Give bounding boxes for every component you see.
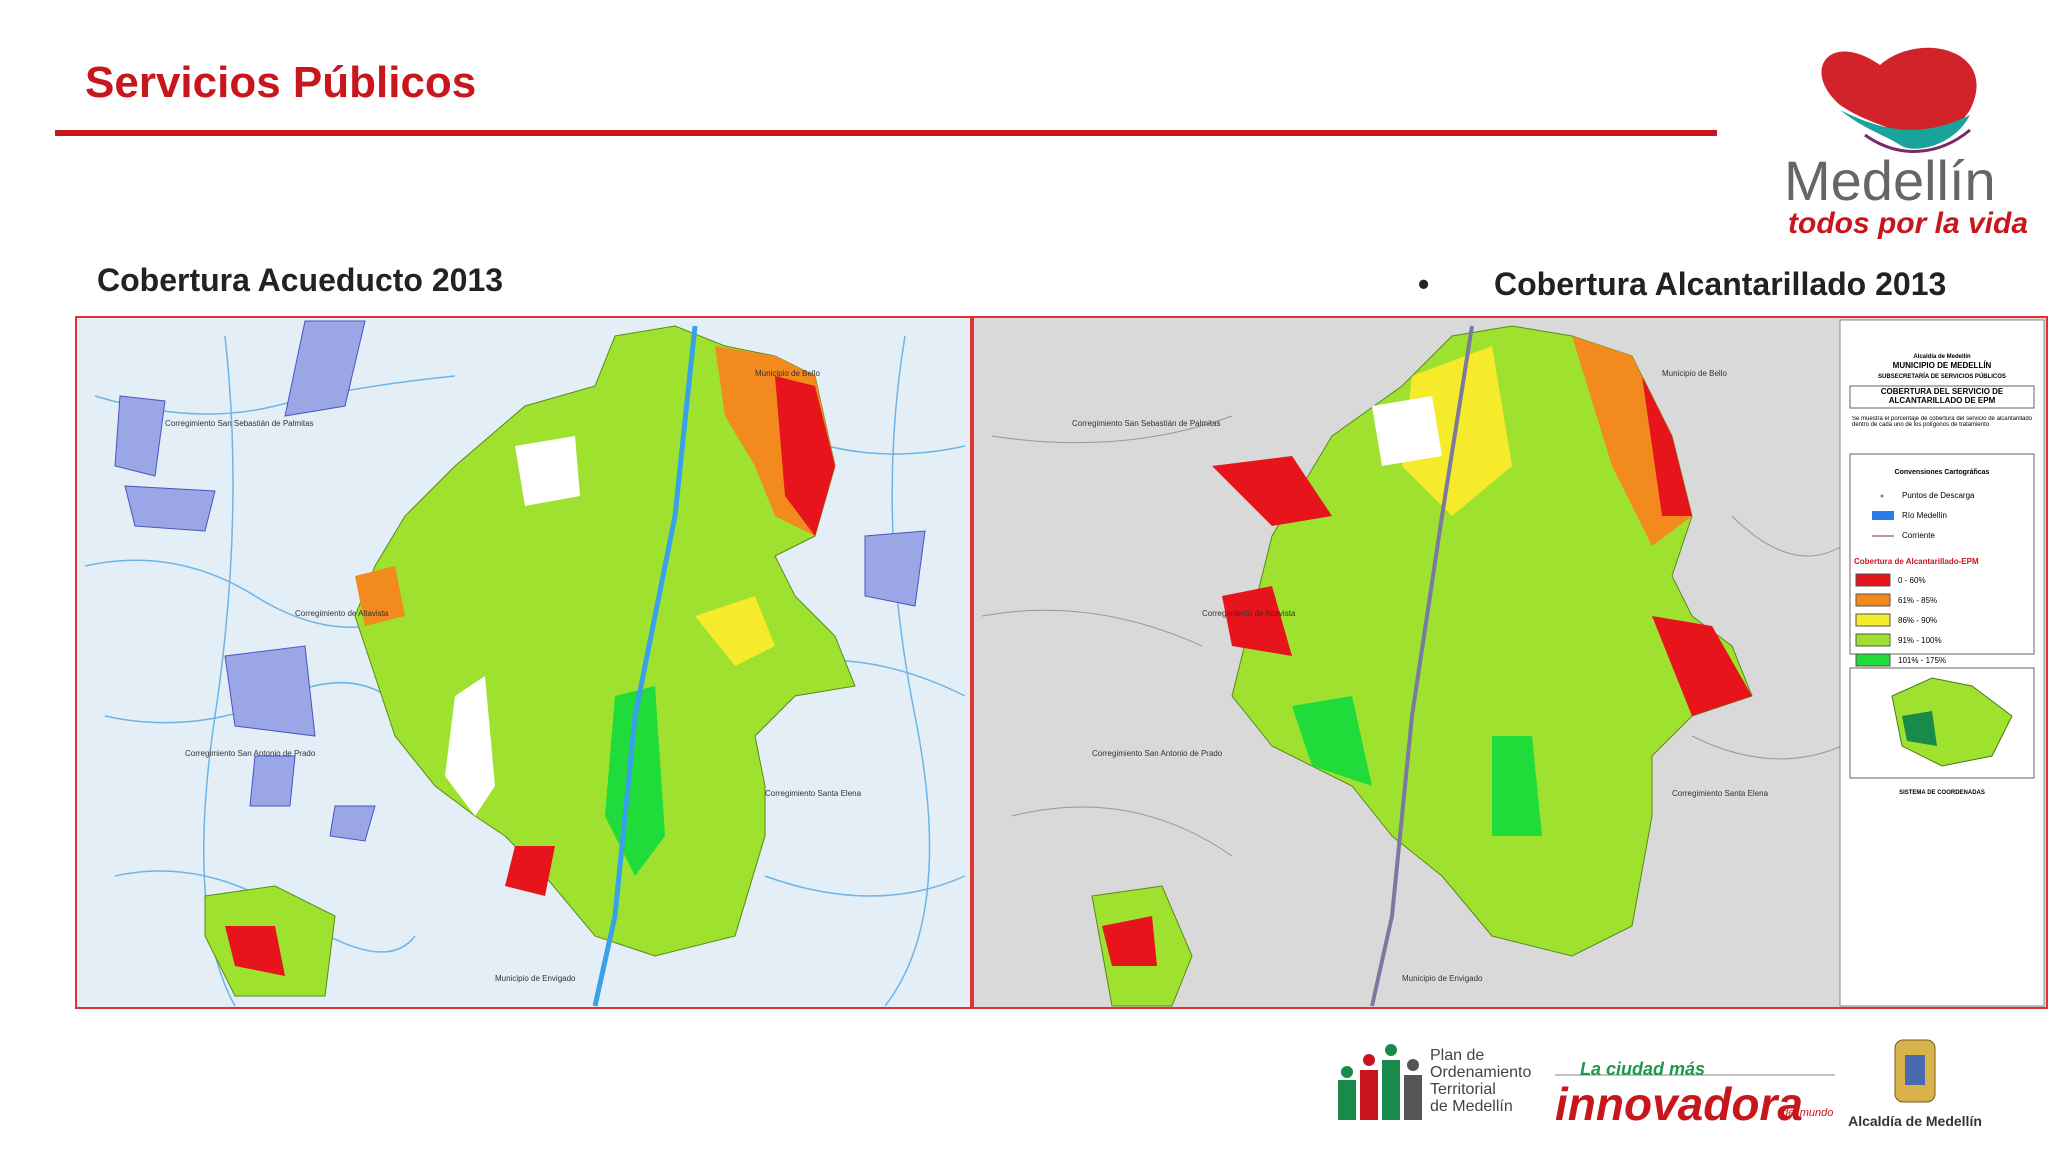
legend-box [1849,385,2035,409]
coverage-zone [695,596,775,666]
map-label: Corregimiento Santa Elena [1672,789,1769,798]
legend-header: MUNICIPIO DE MEDELLÍN [1893,361,1992,370]
coverage-zone [1212,456,1332,526]
legend-label: 86% - 90% [1898,616,1937,625]
legend-frame [1849,453,2035,655]
legend-label: 101% - 175% [1898,656,1946,665]
coverage-zone [1492,736,1542,836]
legend-swatch [1855,593,1891,607]
legend-label: Río Medellín [1902,511,1947,520]
locator-shape [1891,677,2013,767]
legend-label: Puntos de Descarga [1902,491,1975,500]
slogan: innovadora [1555,1078,1803,1130]
map-label: Municipio de Envigado [495,974,576,983]
map-label: Municipio de Envigado [1402,974,1483,983]
legend-subtitle: Cobertura de Alcantarillado-EPM [1854,557,1979,566]
legend-subtitle: Convensiones Cartográficas [1895,469,1990,476]
slogan: La ciudad más [1580,1059,1705,1079]
logo-wave [1840,110,1970,149]
alcaldia: Alcaldía de Medellín [1848,1113,1982,1129]
legend-label: Corriente [1902,531,1935,540]
logo-name: Medellín [1784,149,1996,212]
legend-label: 0 - 60% [1898,576,1926,585]
coverage-zone [1102,916,1157,966]
map-label: Corregimiento de Altavista [295,609,389,618]
bullet: • [1418,266,1430,302]
coverage-zone [1222,586,1292,656]
map-label: Corregimiento San Sebastián de Palmitas [1072,419,1221,428]
coverage-zone [605,686,665,876]
coverage-zone [1292,696,1372,786]
coverage-zone [775,376,835,536]
title-rule [55,130,1717,136]
legend-swatch [1855,613,1891,627]
river [1370,325,1474,1007]
locator-shape [1902,711,1937,746]
logo-line [1864,128,1971,153]
legend-subtitle: SISTEMA DE COORDENADAS [1899,790,1985,796]
coverage-zone [505,846,555,896]
non-urban-zone [515,436,580,506]
map-label: Corregimiento San Antonio de Prado [1092,749,1223,758]
legend-header: Alcaldía de Medellín [1913,354,1971,360]
map-label: Corregimiento de Altavista [1202,609,1296,618]
river [592,325,698,1007]
map-label: Corregimiento San Antonio de Prado [185,749,316,758]
legend-swatch [1855,633,1891,647]
legend-description: Se muestra el porcentaje de cobertura de… [1852,416,2032,428]
legend-label: 91% - 100% [1898,636,1942,645]
logo-tagline: todos por la vida [1788,207,2028,240]
map-title: Cobertura Acueducto 2013 [97,262,504,298]
coverage-zone [1652,616,1752,716]
pot-logo [1338,1044,1422,1120]
map-label: Municipio de Bello [1662,369,1727,378]
coverage-zone [355,566,405,626]
symbol-point [1880,494,1884,498]
map-title: Cobertura Alcantarillado 2013 [1494,266,1947,302]
medellin-logo: Medellín todos por la vida [1784,47,2028,240]
map-label: Corregimiento Santa Elena [765,789,862,798]
legend-box-title: COBERTURA DEL SERVICIO DE ALCANTARILLADO… [1880,387,2004,405]
non-urban-zone [1372,396,1442,466]
slogan: del mundo [1782,1107,1833,1119]
legend-label: 61% - 85% [1898,596,1937,605]
pot-text: Ordenamiento [1430,1064,1531,1081]
boundaries [981,415,1843,857]
pot-text: Plan de [1430,1047,1484,1064]
legend-description: Se muestra el porcentaje de cobertura de… [1852,416,2032,428]
coverage-zone [225,926,285,976]
symbol-river [1872,511,1894,520]
legend-header: SUBSECRETARÍA DE SERVICIOS PÚBLICOS [1878,372,2006,380]
pot-text: de Medellín [1430,1098,1513,1115]
map-label: Corregimiento San Sebastián de Palmitas [165,419,314,428]
non-urban-zone [445,676,495,816]
legend-swatch [1855,653,1891,667]
reserves [114,320,926,842]
coat-of-arms [1894,1039,1936,1103]
legend-box-title: COBERTURA DEL SERVICIO DE ALCANTARILLADO… [1880,387,2004,405]
pot-text: Territorial [1430,1081,1496,1098]
legend-swatch [1855,573,1891,587]
water-map: Corregimiento San Sebastián de Palmitas C… [75,316,972,1009]
map-label: Municipio de Bello [755,369,820,378]
slide-title: Servicios Públicos [85,58,477,107]
coverage-zone [1642,376,1692,516]
logo-heart [1821,47,1977,140]
